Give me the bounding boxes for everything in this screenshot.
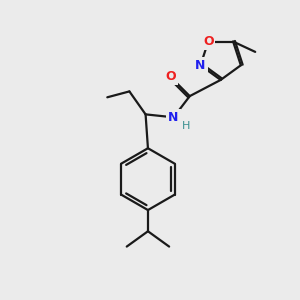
Text: O: O [203,35,214,48]
Text: O: O [165,70,176,83]
Text: N: N [195,59,206,72]
Text: H: H [182,121,190,131]
Text: N: N [168,111,179,124]
